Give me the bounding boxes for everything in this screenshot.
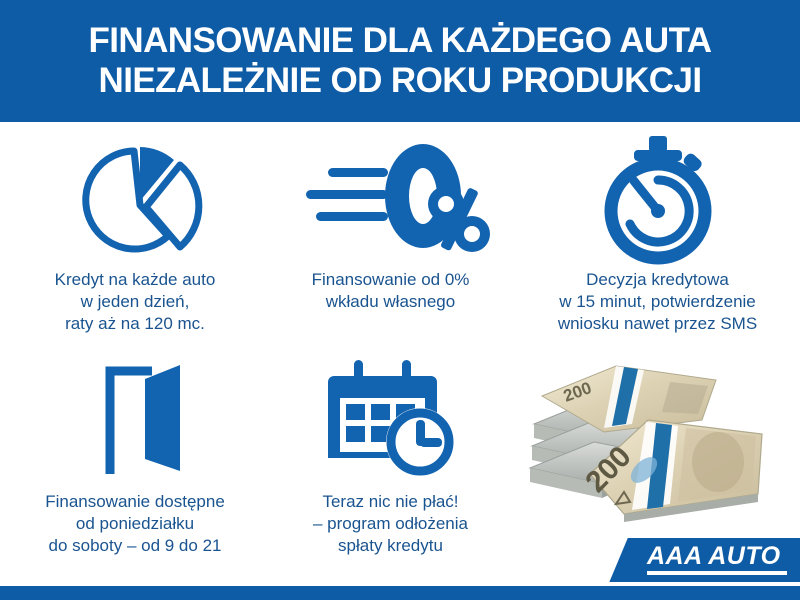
feature-item-decision-time: Decyzja kredytowa w 15 minut, potwierdze… bbox=[515, 132, 800, 335]
logo-underline bbox=[647, 571, 787, 575]
stack-of-banknotes-image: 200 200 bbox=[520, 362, 785, 527]
bottom-accent-bar bbox=[0, 586, 800, 600]
feature-caption: Decyzja kredytowa w 15 minut, potwierdze… bbox=[557, 270, 758, 333]
feature-item-opening-hours: Finansowanie dostępne od poniedziałku do… bbox=[0, 354, 270, 557]
feature-caption: Kredyt na każde auto w jeden dzień, raty… bbox=[54, 270, 216, 333]
feature-caption: Teraz nic nie płać! – program odłożenia … bbox=[313, 492, 468, 555]
zero-percent-icon bbox=[286, 132, 496, 267]
header-line-1: FINANSOWANIE DLA KAŻDEGO AUTA bbox=[88, 21, 713, 60]
aaa-auto-logo[interactable]: AAA AUTO bbox=[595, 538, 800, 582]
feature-item-zero-percent: Finansowanie od 0% wkładu własnego bbox=[258, 132, 523, 313]
feature-item-credit: Kredyt na każde auto w jeden dzień, raty… bbox=[0, 132, 270, 335]
open-door-icon bbox=[70, 354, 200, 489]
header-band: FINANSOWANIE DLA KAŻDEGO AUTA NIEZALEŻNI… bbox=[0, 0, 800, 122]
calendar-clock-icon bbox=[316, 354, 466, 489]
pie-chart-icon bbox=[60, 132, 210, 267]
feature-caption: Finansowanie od 0% wkładu własnego bbox=[311, 270, 470, 311]
logo-text: AAA AUTO bbox=[647, 542, 781, 570]
stopwatch-icon bbox=[588, 132, 728, 267]
feature-item-deferred-payment: Teraz nic nie płać! – program odłożenia … bbox=[258, 354, 523, 557]
feature-grid: Kredyt na każde auto w jeden dzień, raty… bbox=[0, 122, 800, 578]
header-line-2: NIEZALEŻNIE OD ROKU PRODUKCJI bbox=[98, 61, 703, 100]
feature-caption: Finansowanie dostępne od poniedziałku do… bbox=[45, 492, 225, 555]
